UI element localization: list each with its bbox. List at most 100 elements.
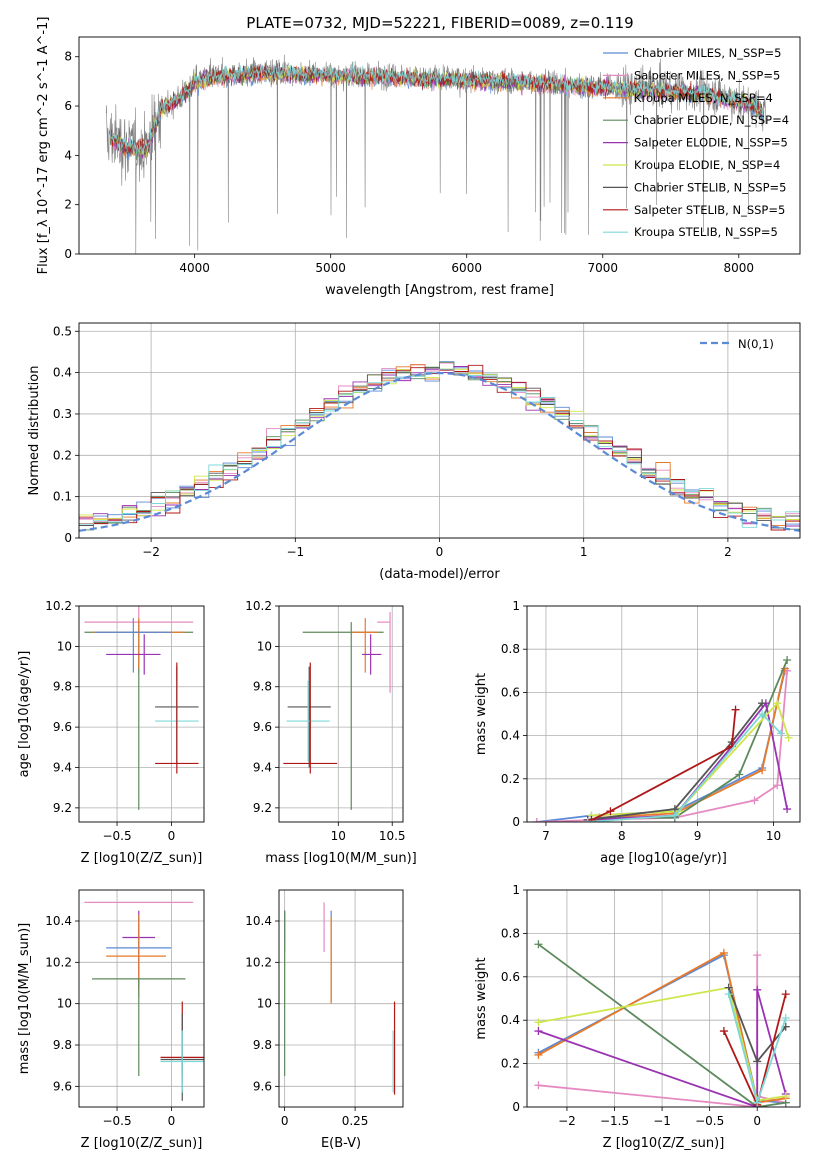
data-point xyxy=(670,811,679,820)
x-axis-label: mass [log10(M/M_sun)] xyxy=(265,851,417,866)
y-tick-label: 2 xyxy=(64,198,72,212)
y-tick-label: 9.6 xyxy=(253,1079,272,1093)
axes-frame xyxy=(78,322,801,539)
y-tick-label: 0.2 xyxy=(53,448,72,462)
y-tick-label: 8 xyxy=(64,50,72,64)
data-point xyxy=(773,781,782,790)
data-point xyxy=(777,729,786,738)
y-tick-label: 9.6 xyxy=(53,1079,72,1093)
axes-frame xyxy=(78,889,205,1108)
x-tick-label: −0.5 xyxy=(102,1114,131,1128)
legend-label: N(0,1) xyxy=(738,337,774,351)
x-tick-label: −2 xyxy=(142,545,160,559)
y-tick-label: 9.2 xyxy=(53,801,72,815)
x-tick-label: 9 xyxy=(694,829,702,843)
axes-age_vs_Z: −0.5 0 9.2 9.4 9.6 9.8 10 10.2 xyxy=(45,599,204,843)
y-tick-label: 0 xyxy=(512,1100,520,1114)
legend-label: Salpeter ELODIE, N_SSP=5 xyxy=(634,136,788,150)
data-point xyxy=(724,990,733,999)
axes-spectrum: 4000 5000 6000 7000 8000 0 2 4 6 8 xyxy=(64,50,767,275)
normal-curve xyxy=(79,371,800,532)
x-tick-label: −1 xyxy=(286,545,304,559)
x-tick-label: −0.5 xyxy=(102,829,131,843)
x-axis-label: Z [log10(Z/Z_sun)] xyxy=(81,851,203,866)
x-tick-label: 0 xyxy=(168,1114,176,1128)
y-tick-label: 10.2 xyxy=(45,599,72,613)
x-axis-label: Z [log10(Z/Z_sun)] xyxy=(81,1136,203,1151)
x-tick-label: 8 xyxy=(618,829,626,843)
data-point xyxy=(534,940,543,949)
x-tick-label: 10.5 xyxy=(379,829,406,843)
x-tick-label: −2 xyxy=(558,1114,576,1128)
x-axis-label: age [log10(age/yr)] xyxy=(600,851,727,866)
data-point xyxy=(731,705,740,714)
data-point xyxy=(758,699,767,708)
data-point xyxy=(534,1050,543,1059)
series-line xyxy=(587,702,763,821)
y-tick-label: 0.4 xyxy=(501,1013,520,1027)
x-tick-label: 4000 xyxy=(179,261,210,275)
data-point xyxy=(735,770,744,779)
y-axis-label: Normed distribution xyxy=(27,366,42,496)
axes-frame xyxy=(78,36,801,255)
y-tick-label: 0.3 xyxy=(53,407,72,421)
data-point xyxy=(532,818,541,822)
legend-label: Chabrier STELIB, N_SSP=5 xyxy=(634,180,786,194)
data-point xyxy=(534,1018,543,1027)
data-point xyxy=(781,1092,790,1101)
axes-frame xyxy=(526,605,801,823)
y-tick-label: 0.2 xyxy=(501,772,520,786)
axes-mass_vs_Z: −0.5 0 9.6 9.8 10 10.2 10.4 xyxy=(45,890,204,1128)
legend-label: Kroupa ELODIE, N_SSP=4 xyxy=(634,158,780,172)
y-tick-label: 0.6 xyxy=(501,685,520,699)
legend: Chabrier MILES, N_SSP=5 Salpeter MILES, N… xyxy=(603,46,789,239)
axes-residuals: −2 −1 0 1 2 0 0.1 0.2 0.3 0.4 0.5 xyxy=(53,323,800,559)
y-tick-label: 9.6 xyxy=(53,720,72,734)
figure-title: PLATE=0732, MJD=52221, FIBERID=0089, z=0… xyxy=(246,14,633,32)
x-tick-label: 10 xyxy=(331,829,346,843)
y-tick-label: 0.4 xyxy=(53,366,72,380)
series-line xyxy=(538,986,786,1102)
y-tick-label: 10 xyxy=(57,997,72,1011)
data-point xyxy=(753,1098,762,1107)
y-tick-label: 9.8 xyxy=(253,680,272,694)
series-line xyxy=(538,989,787,1107)
legend-label: Chabrier ELODIE, N_SSP=4 xyxy=(634,113,789,127)
axes-age_vs_mass: 10 10.5 9.2 9.4 9.6 9.8 10 10.2 xyxy=(245,599,405,843)
series-line xyxy=(587,712,782,822)
data-point xyxy=(719,948,728,957)
data-point xyxy=(783,805,792,814)
data-point xyxy=(773,699,782,708)
y-tick-label: 10 xyxy=(257,639,272,653)
legend-label: Salpeter MILES, N_SSP=5 xyxy=(634,68,780,82)
data-point xyxy=(783,656,792,664)
y-tick-label: 10 xyxy=(57,639,72,653)
axes-mass_vs_EBV: 0 0.25 9.6 9.8 10 10.2 10.4 xyxy=(245,890,403,1128)
data-point xyxy=(750,796,759,805)
y-tick-label: 9.4 xyxy=(253,760,272,774)
data-point xyxy=(587,815,596,822)
x-tick-label: 0 xyxy=(168,829,176,843)
data-point xyxy=(753,985,762,994)
axes-frame xyxy=(78,605,205,823)
axes-frame xyxy=(278,889,404,1108)
y-tick-label: 0.6 xyxy=(501,970,520,984)
x-tick-label: 0 xyxy=(281,1114,289,1128)
data-point xyxy=(758,766,767,775)
x-axis-label: Z [log10(Z/Z_sun)] xyxy=(603,1136,725,1151)
y-axis-label: age [log10(age/yr)] xyxy=(17,651,32,778)
y-tick-label: 1 xyxy=(512,883,520,897)
x-tick-label: 7000 xyxy=(587,261,618,275)
data-point xyxy=(719,1027,728,1036)
y-tick-label: 4 xyxy=(64,148,72,162)
x-tick-label: 7 xyxy=(542,829,550,843)
x-tick-label: −0.5 xyxy=(695,1114,724,1128)
x-tick-label: 0 xyxy=(753,1114,761,1128)
series-line xyxy=(537,951,786,1104)
legend-label: Kroupa STELIB, N_SSP=5 xyxy=(634,225,778,239)
y-tick-label: 0 xyxy=(64,531,72,545)
y-tick-label: 9.6 xyxy=(253,720,272,734)
x-tick-label: 8000 xyxy=(724,261,755,275)
x-tick-label: −1 xyxy=(653,1114,671,1128)
